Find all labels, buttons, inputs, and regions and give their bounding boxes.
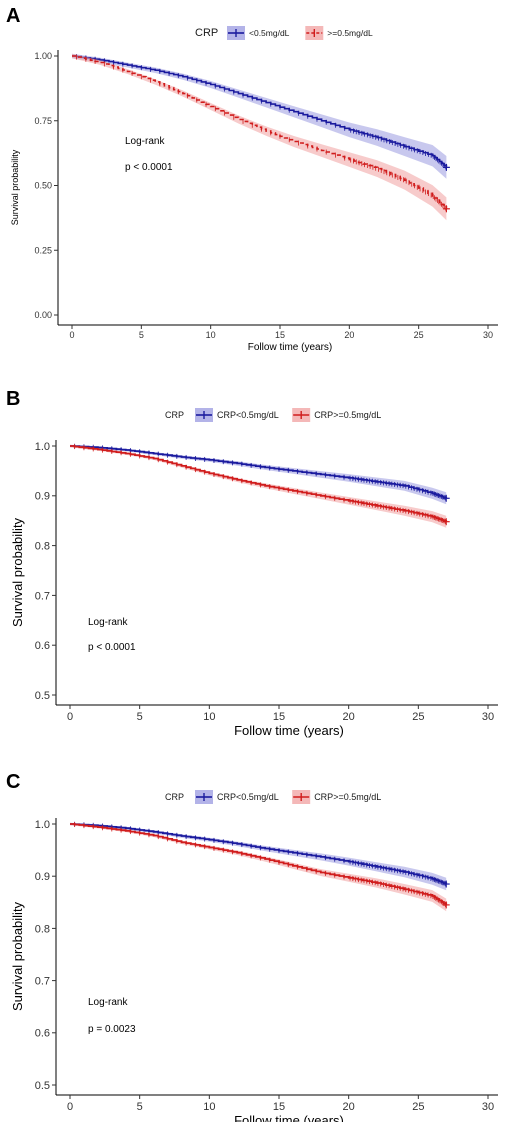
y-tick-label: 0.8 (35, 540, 50, 552)
censor-marks-high (74, 444, 446, 524)
survival-line-high (70, 823, 448, 905)
survival-line-high (70, 445, 448, 522)
legend-title: CRP (195, 27, 218, 39)
y-tick-label: 0.7 (35, 975, 50, 987)
legend-label-high: CRP>=0.5mg/dL (314, 410, 381, 420)
x-tick-label: 20 (343, 1101, 355, 1113)
x-tick-label: 30 (483, 330, 493, 340)
x-tick-label: 10 (203, 711, 215, 723)
y-tick-label: 0.7 (35, 590, 50, 602)
legend: CRP CRP<0.5mg/dL CRP>=0.5mg/dL (165, 408, 381, 422)
legend: CRP <0.5mg/dL >=0.5mg/dL (195, 26, 373, 40)
x-tick-label: 25 (414, 330, 424, 340)
y-tick-label: 0.5 (35, 1080, 50, 1092)
x-tick-label: 10 (203, 1101, 215, 1113)
y-tick-label: 0.25 (34, 245, 52, 255)
x-axis-title: Follow time (years) (248, 342, 332, 353)
legend: CRP CRP<0.5mg/dL CRP>=0.5mg/dL (165, 790, 381, 804)
survival-line-low (70, 445, 448, 499)
x-tick-label: 5 (137, 1101, 143, 1113)
y-tick-label: 1.00 (34, 51, 52, 61)
survival-line-low (70, 823, 448, 885)
x-tick-label: 25 (412, 1101, 424, 1113)
x-axis-title: Follow time (years) (234, 1113, 344, 1122)
ci-band-high (70, 444, 447, 528)
legend-title: CRP (165, 410, 184, 420)
x-tick-label: 0 (69, 330, 74, 340)
p-value-label: p = 0.0023 (88, 1024, 136, 1035)
x-tick-label: 15 (273, 1101, 285, 1113)
legend-label-low: <0.5mg/dL (249, 28, 290, 38)
x-tick-label: 0 (67, 711, 73, 723)
y-tick-label: 1.0 (35, 441, 50, 453)
x-tick-label: 5 (137, 711, 143, 723)
y-axis-title: Survival probability (10, 517, 25, 627)
p-value-label: p < 0.0001 (88, 642, 136, 653)
logrank-label: Log-rank (88, 617, 128, 628)
y-axis-title: Survival probability (10, 149, 20, 225)
panel-c: C 0 5 10 15 20 25 30 0.5 0.6 0.7 0.8 0.9 1.0 Follow ti… (6, 771, 498, 1122)
x-tick-label: 0 (67, 1101, 73, 1113)
y-tick-label: 0.75 (34, 116, 52, 126)
y-tick-label: 0.6 (35, 1028, 50, 1040)
x-tick-label: 15 (273, 711, 285, 723)
panel-letter: B (6, 388, 20, 410)
x-tick-label: 5 (139, 330, 144, 340)
y-tick-label: 0.9 (35, 491, 50, 503)
y-tick-label: 0.00 (34, 310, 52, 320)
legend-label-low: CRP<0.5mg/dL (217, 410, 279, 420)
panel-letter: A (6, 5, 20, 27)
x-tick-label: 15 (275, 330, 285, 340)
survival-line-high (72, 55, 448, 209)
censor-marks-high (74, 822, 446, 907)
y-axis-title: Survival probability (10, 901, 25, 1011)
x-tick-label: 10 (206, 330, 216, 340)
y-tick-label: 0.50 (34, 181, 52, 191)
y-tick-label: 0.9 (35, 871, 50, 883)
legend-label-high: CRP>=0.5mg/dL (314, 792, 381, 802)
legend-label-low: CRP<0.5mg/dL (217, 792, 279, 802)
y-tick-label: 0.6 (35, 640, 50, 652)
x-tick-label: 20 (343, 711, 355, 723)
panel-letter: C (6, 771, 20, 793)
legend-label-high: >=0.5mg/dL (327, 28, 373, 38)
censor-marks-low (74, 821, 446, 887)
y-tick-label: 1.0 (35, 819, 50, 831)
legend-title: CRP (165, 792, 184, 802)
censor-marks-low (74, 443, 446, 501)
y-tick-label: 0.8 (35, 923, 50, 935)
panel-a: A 0 5 10 15 20 25 30 0.00 0.25 0.50 0.75 1.00 Follow … (6, 5, 498, 353)
y-tick-label: 0.5 (35, 690, 50, 702)
x-tick-label: 30 (482, 1101, 494, 1113)
x-tick-label: 20 (344, 330, 354, 340)
censor-marks-low (76, 54, 447, 170)
logrank-label: Log-rank (88, 997, 128, 1008)
x-axis-title: Follow time (years) (234, 723, 344, 738)
survival-line-low (72, 55, 448, 168)
x-tick-label: 30 (482, 711, 494, 723)
censor-marks-high (76, 54, 447, 211)
p-value-label: p < 0.0001 (125, 162, 173, 173)
logrank-label: Log-rank (125, 136, 165, 147)
x-tick-label: 25 (412, 711, 424, 723)
panel-b: B 0 5 10 15 20 25 30 0.5 0.6 0.7 0.8 0.9 1.0 Follow ti… (6, 388, 498, 738)
